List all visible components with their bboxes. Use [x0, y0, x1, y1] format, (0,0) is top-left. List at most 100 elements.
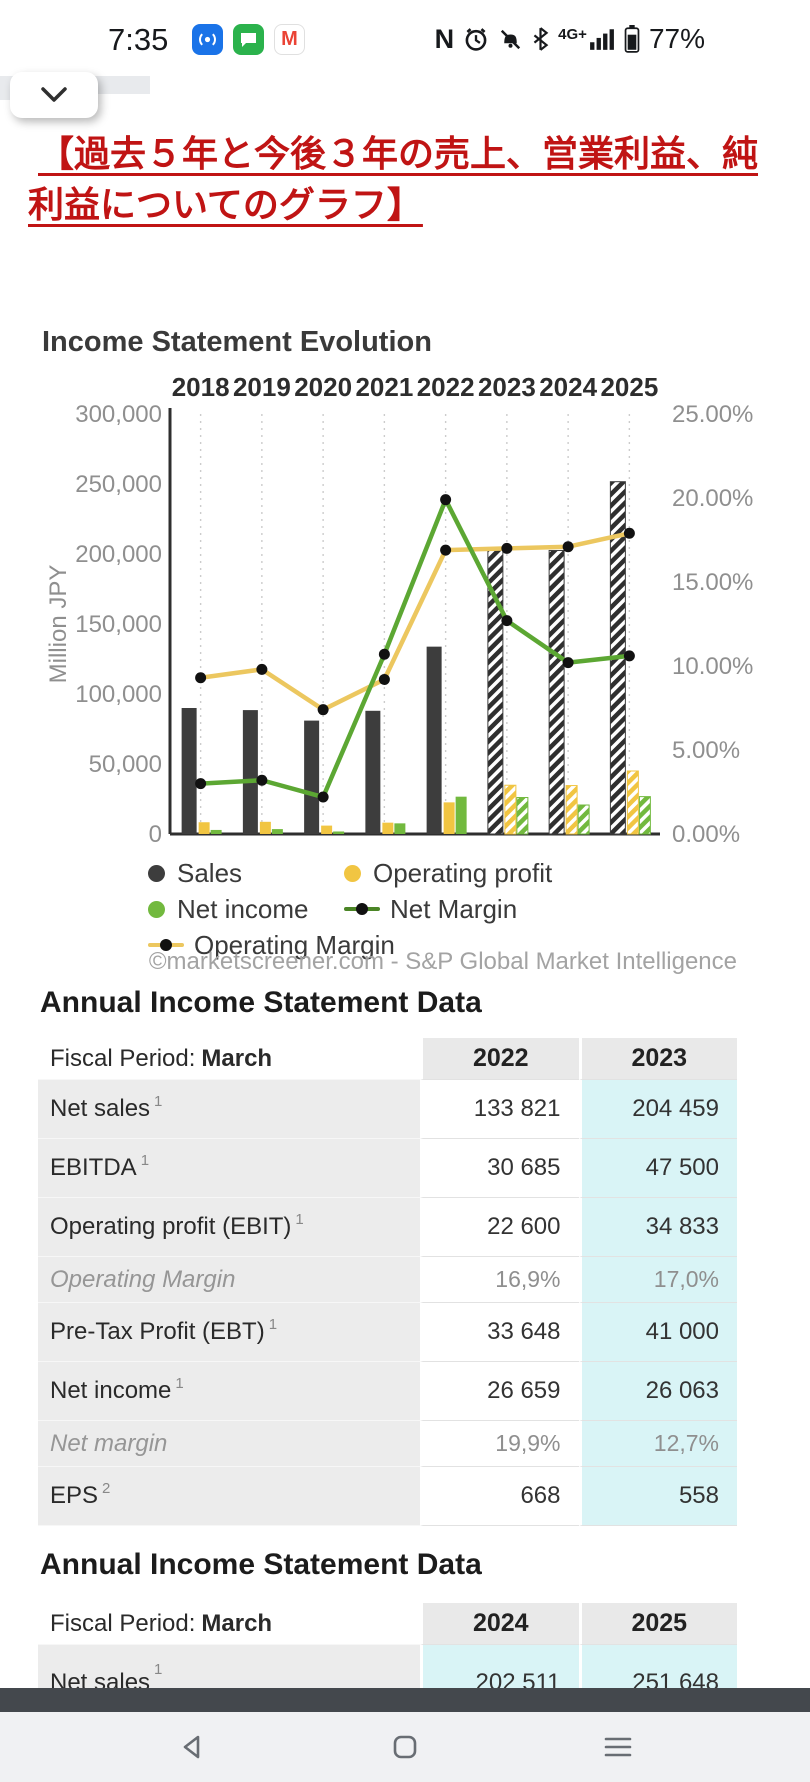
bluetooth-icon [533, 27, 549, 51]
legend-marker-operating-margin [148, 939, 184, 951]
year-header-2024: 2024 [420, 1603, 579, 1645]
x-axis-year-label: 2019 [233, 372, 291, 402]
legend-marker-net-margin [344, 903, 380, 915]
table-row-net-income: Net income 1 26 659 26 063 [38, 1362, 737, 1421]
chart-bar-net-income [333, 831, 345, 834]
chart-bar-sales [242, 710, 258, 834]
mute-icon [501, 29, 521, 49]
x-axis-year-label: 2020 [294, 372, 352, 402]
table-header-row: Fiscal Period: March 2024 2025 [38, 1603, 737, 1645]
table-cell: 12,7% [578, 1421, 737, 1467]
chart-point-net-margin [440, 494, 452, 506]
year-header-2023: 2023 [578, 1038, 737, 1080]
year-header-2022: 2022 [420, 1038, 579, 1080]
status-icons: N 4G+ 77% [435, 20, 705, 58]
table-row-net-sales: Net sales 1 133 821 204 459 [38, 1080, 737, 1139]
chart-bar-net-income [271, 829, 283, 834]
row-label: EBITDA 1 [38, 1139, 420, 1198]
chevron-down-icon [41, 87, 67, 102]
chart-bar-operating-profit [443, 802, 455, 834]
row-label: Net income 1 [38, 1362, 420, 1421]
legend-item-sales: Sales [148, 858, 344, 888]
chart-point-operating-margin [256, 663, 268, 675]
table-row-ebitda: EBITDA 1 30 685 47 500 [38, 1139, 737, 1198]
y-axis-right-tick: 10.00% [672, 653, 753, 680]
y-axis-right-tick: 5.00% [672, 737, 740, 764]
x-axis-year-label: 2021 [355, 372, 413, 402]
collapse-toolbar-button[interactable] [10, 72, 98, 118]
chart-bar-operating-profit [259, 821, 271, 834]
y-axis-left-tick: 200,000 [75, 541, 162, 568]
fiscal-period: Fiscal Period: March [38, 1038, 420, 1080]
row-label: Operating profit (EBIT) 1 [38, 1198, 420, 1257]
legend-item-operating-margin: Operating Margin [148, 930, 395, 960]
chart-bar-operating-profit [504, 784, 517, 835]
android-navigation-bar [0, 1712, 810, 1782]
home-button[interactable] [381, 1723, 429, 1771]
table-row-net-sales: Net sales 1 202 511 251 648 [38, 1645, 737, 1700]
chart-bar-net-income [516, 797, 529, 835]
chart-attribution: ©marketscreener.com - S&P Global Market … [148, 948, 737, 975]
chart-point-operating-margin [317, 704, 329, 716]
chart-point-net-margin [562, 657, 574, 669]
home-icon [393, 1735, 417, 1759]
table-cell: 19,9% [420, 1421, 579, 1467]
chart-point-operating-margin [501, 542, 513, 554]
clock-time: 7:35 [108, 22, 169, 57]
fiscal-period: Fiscal Period: March [38, 1603, 420, 1645]
network-type-label: 4G+ [558, 26, 587, 43]
y-axis-left-tick: 250,000 [75, 471, 162, 498]
chart-point-operating-margin [623, 527, 635, 539]
chart-point-net-margin [378, 648, 390, 660]
x-axis-year-label: 2024 [539, 372, 597, 402]
y-axis-right-tick: 0.00% [672, 821, 740, 848]
chart-bar-operating-profit [626, 770, 639, 835]
income-statement-chart: 2018 2019 2020 2021 2022 2023 2024 2025 0 50,000 1… [45, 372, 753, 848]
table-cell: 133 821 [420, 1080, 579, 1139]
table-cell: 41 000 [578, 1303, 737, 1362]
table-row-eps: EPS 2 668 558 [38, 1467, 737, 1526]
chart-point-operating-margin [195, 672, 207, 684]
chart-bar-net-income [210, 829, 222, 834]
chart-point-net-margin [195, 778, 207, 790]
row-label: Pre-Tax Profit (EBT) 1 [38, 1303, 420, 1362]
y-axis-right-tick: 25.00% [672, 401, 753, 428]
legend-marker-operating-profit [344, 864, 361, 882]
messages-icon [233, 24, 264, 55]
chart-line-net-margin [198, 497, 632, 800]
alarm-icon [465, 28, 487, 51]
x-axis-year-label: 2022 [417, 372, 475, 402]
legend-label: Operating Margin [194, 929, 395, 960]
chart-point-net-margin [256, 774, 268, 786]
table-cell: 33 648 [420, 1303, 579, 1362]
battery-percent: 77% [648, 23, 705, 54]
chart-bar-sales [181, 708, 197, 834]
viewport-cut-shadow [0, 1688, 810, 1712]
gmail-icon: M [274, 24, 305, 55]
x-axis-year-label: 2025 [600, 372, 658, 402]
legend-item-net-income: Net income [148, 894, 344, 924]
page-title: 【過去５年と今後３年の売上、営業利益、純利益についてのグラフ】 [28, 133, 759, 226]
section-heading-annual-data-2: Annual Income Statement Data [40, 1548, 482, 1581]
recents-button[interactable] [594, 1723, 642, 1771]
table-row-pre-tax-profit-ebt-: Pre-Tax Profit (EBT) 1 33 648 41 000 [38, 1303, 737, 1362]
chart-bar-sales [365, 710, 381, 834]
chart-bar-operating-profit [321, 825, 333, 834]
y-axis-left-tick: 150,000 [75, 611, 162, 638]
table-row-operating-profit-ebit-: Operating profit (EBIT) 1 22 600 34 833 [38, 1198, 737, 1257]
chart-bar-sales [304, 720, 320, 834]
table-cell: 668 [420, 1467, 579, 1526]
legend-marker-sales [148, 864, 165, 882]
chart-legend: Sales Operating profit Net income Net Margi… [148, 858, 552, 960]
x-axis-year-label: 2018 [172, 372, 230, 402]
back-button[interactable] [168, 1723, 216, 1771]
chart-point-operating-margin [440, 544, 452, 556]
income-statement-table-2022-2023: Fiscal Period: March 2022 2023 Net sales 1 133… [38, 1038, 737, 1526]
chart-bar-operating-profit [382, 822, 394, 834]
legend-marker-dot [160, 939, 172, 951]
chart-bar-sales [426, 646, 442, 834]
back-icon [183, 1735, 200, 1759]
legend-item-operating-profit: Operating profit [344, 858, 552, 888]
income-statement-table-2024-2025: Fiscal Period: March 2024 2025 Net sales 1 202… [38, 1603, 737, 1700]
chart-bar-net-income [577, 804, 590, 835]
